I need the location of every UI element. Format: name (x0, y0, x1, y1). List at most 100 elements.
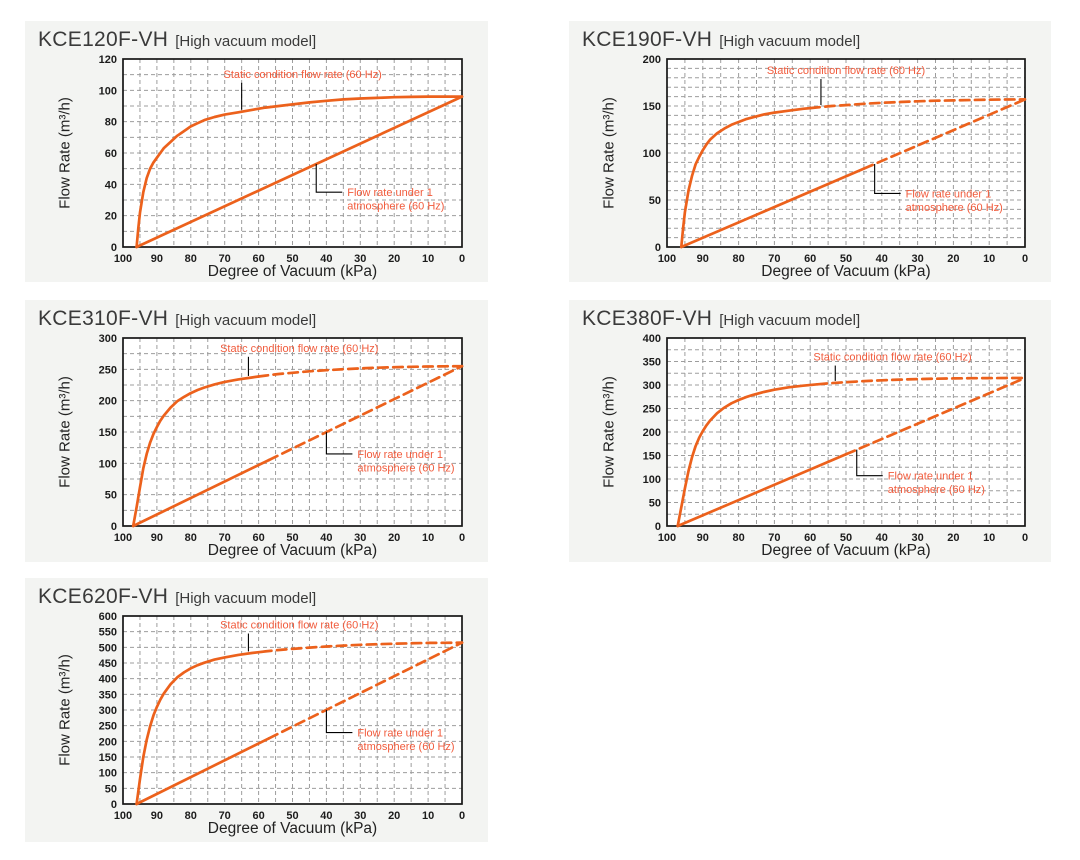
svg-text:250: 250 (99, 721, 117, 733)
svg-text:80: 80 (185, 810, 197, 822)
svg-text:0: 0 (655, 521, 661, 533)
svg-text:10: 10 (422, 810, 434, 822)
chart-panel-kce190f-vh: KCE190F-VH [High vacuum model] 0 10 20 30 40 5… (569, 21, 1051, 282)
svg-text:90: 90 (151, 532, 163, 544)
chart-canvas: 0102030405060708090100020406080100120Sta… (99, 54, 465, 265)
y-axis-label: Flow Rate (m³/h) (56, 654, 74, 766)
svg-text:40: 40 (876, 532, 888, 544)
svg-text:40: 40 (105, 179, 117, 191)
model-subtitle: [High vacuum model] (175, 33, 317, 50)
svg-text:30: 30 (911, 253, 923, 265)
svg-text:90: 90 (697, 532, 709, 544)
svg-text:50: 50 (286, 253, 298, 265)
svg-text:60: 60 (804, 253, 816, 265)
svg-text:200: 200 (643, 54, 661, 66)
svg-text:0: 0 (111, 521, 117, 533)
static-flow-curve (135, 95, 464, 249)
svg-text:atmosphere (60 Hz): atmosphere (60 Hz) (906, 202, 1003, 214)
atmosphere-annotation: Flow rate under 1 atmosphere (60 Hz) (315, 163, 444, 213)
svg-text:100: 100 (643, 474, 661, 486)
svg-text:500: 500 (99, 642, 117, 654)
svg-text:50: 50 (840, 253, 852, 265)
x-axis-label: Degree of Vacuum (kPa) (207, 820, 378, 837)
x-axis-label: Degree of Vacuum (kPa) (207, 263, 378, 280)
chart-title: KCE190F-VH [High vacuum model] (582, 28, 860, 52)
svg-text:80: 80 (105, 117, 117, 129)
svg-text:400: 400 (99, 674, 117, 686)
svg-text:0: 0 (111, 799, 117, 811)
chart-title: KCE310F-VH [High vacuum model] (38, 307, 316, 331)
svg-text:Flow rate under 1: Flow rate under 1 (888, 471, 974, 483)
svg-text:100: 100 (99, 768, 117, 780)
svg-text:30: 30 (911, 532, 923, 544)
chart-panel-kce310f-vh: KCE310F-VH [High vacuum model] 0 10 20 30 40 5… (25, 300, 488, 562)
static-annotation: Static condition flow rate (60 Hz) (223, 69, 382, 110)
model-subtitle: [High vacuum model] (719, 33, 861, 50)
model-name: KCE120F-VH (38, 28, 169, 51)
svg-text:Static condition flow rate (60: Static condition flow rate (60 Hz) (813, 352, 971, 364)
svg-text:70: 70 (219, 532, 231, 544)
svg-text:20: 20 (388, 532, 400, 544)
svg-text:100: 100 (99, 458, 117, 470)
svg-text:50: 50 (286, 810, 298, 822)
model-name: KCE380F-VH (582, 307, 713, 330)
svg-text:50: 50 (105, 783, 117, 795)
plot-border (666, 58, 1026, 248)
svg-text:0: 0 (1022, 253, 1028, 265)
svg-text:100: 100 (114, 810, 132, 822)
atmosphere-flow-curve (679, 98, 1027, 249)
svg-text:atmosphere (60 Hz): atmosphere (60 Hz) (347, 201, 444, 213)
chart-title: KCE620F-VH [High vacuum model] (38, 585, 316, 609)
axis-tick-labels: 0102030405060708090100050100150200250300… (643, 333, 1028, 544)
y-axis-label: Flow Rate (m³/h) (600, 376, 618, 488)
svg-text:300: 300 (99, 333, 117, 345)
svg-text:10: 10 (422, 532, 434, 544)
svg-text:50: 50 (105, 490, 117, 502)
svg-text:50: 50 (649, 498, 661, 510)
svg-text:120: 120 (99, 54, 117, 66)
static-flow-curve (679, 98, 1027, 249)
svg-text:450: 450 (99, 658, 117, 670)
svg-text:Flow rate under 1: Flow rate under 1 (347, 187, 433, 199)
chart-canvas: 0102030405060708090100050100150200250300… (99, 333, 465, 544)
static-flow-curve (135, 641, 464, 806)
svg-text:150: 150 (643, 101, 661, 113)
svg-text:30: 30 (354, 532, 366, 544)
svg-text:100: 100 (658, 253, 676, 265)
svg-text:Flow rate under 1: Flow rate under 1 (357, 449, 443, 461)
chart-panel-kce120f-vh: KCE120F-VH [High vacuum model] 0 10 20 30 40 5… (25, 21, 488, 282)
x-axis-label: Degree of Vacuum (kPa) (761, 542, 931, 559)
svg-text:600: 600 (99, 611, 117, 623)
svg-text:Flow rate under 1: Flow rate under 1 (906, 188, 992, 200)
model-subtitle: [High vacuum model] (719, 312, 861, 329)
chart-panel-kce620f-vh: KCE620F-VH [High vacuum model] 0 10 20 30 40 5… (25, 578, 488, 842)
svg-text:70: 70 (219, 253, 231, 265)
svg-text:350: 350 (643, 357, 661, 369)
svg-text:20: 20 (947, 532, 959, 544)
svg-text:20: 20 (388, 810, 400, 822)
chart-canvas: 0102030405060708090100050100150200Static… (643, 54, 1028, 265)
model-name: KCE190F-VH (582, 28, 713, 51)
svg-text:150: 150 (99, 752, 117, 764)
static-flow-curve (131, 364, 464, 528)
svg-text:0: 0 (655, 242, 661, 254)
svg-text:30: 30 (354, 253, 366, 265)
svg-text:250: 250 (99, 364, 117, 376)
chart-panel-kce380f-vh: KCE380F-VH [High vacuum model] 0 10 20 30 40 5… (569, 300, 1051, 562)
svg-text:70: 70 (219, 810, 231, 822)
svg-text:0: 0 (459, 532, 465, 544)
svg-text:80: 80 (732, 532, 744, 544)
svg-text:50: 50 (286, 532, 298, 544)
plot-border (122, 615, 463, 805)
model-name: KCE310F-VH (38, 307, 169, 330)
svg-text:50: 50 (840, 532, 852, 544)
gridlines (123, 59, 462, 247)
gridlines (123, 338, 462, 526)
svg-text:400: 400 (643, 333, 661, 345)
svg-text:Flow rate under 1: Flow rate under 1 (357, 728, 443, 740)
chart-title: KCE380F-VH [High vacuum model] (582, 307, 860, 331)
